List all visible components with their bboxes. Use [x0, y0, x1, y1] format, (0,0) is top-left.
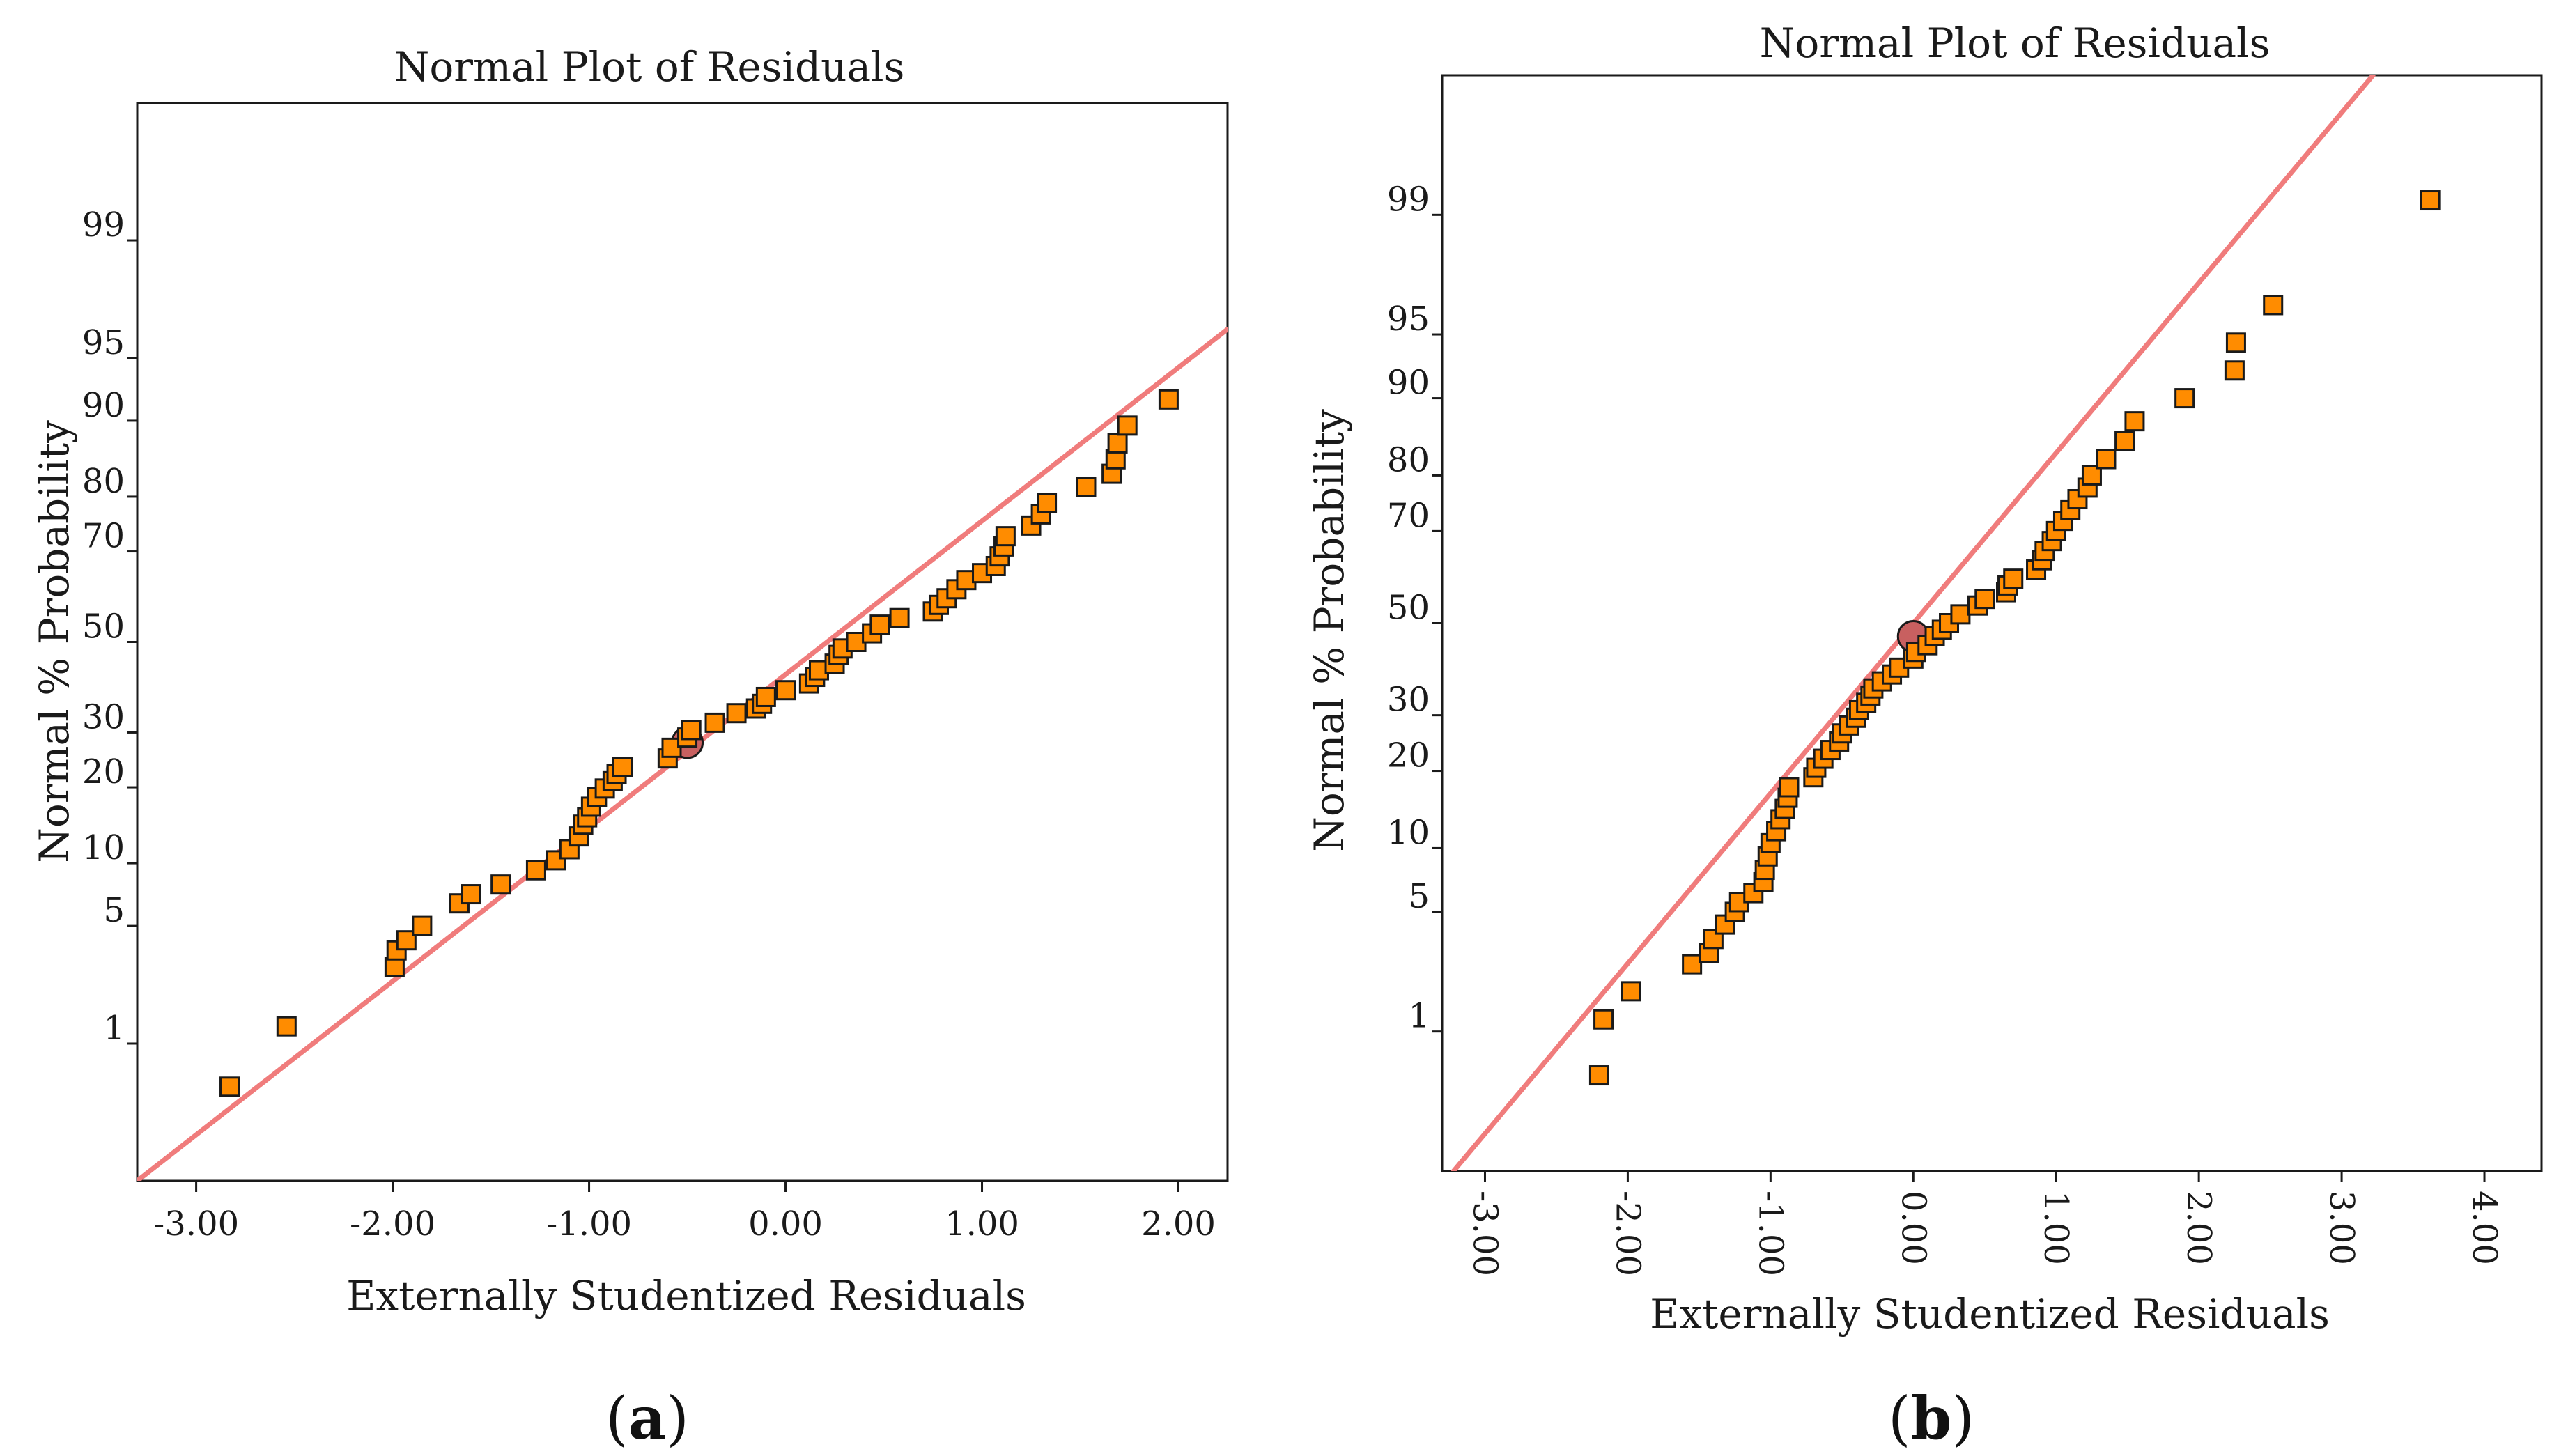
y-axis-label: Normal % Probability — [1306, 409, 1353, 852]
y-tick-label: 80 — [1387, 440, 1430, 479]
y-tick-label: 10 — [1387, 813, 1430, 852]
y-tick-label: 1 — [103, 1009, 125, 1048]
data-point — [1158, 389, 1179, 410]
data-point — [2003, 568, 2024, 589]
y-tick-label: 90 — [82, 386, 125, 425]
data-point — [2081, 465, 2102, 486]
x-tick-label: -3.00 — [1465, 1191, 1504, 1276]
plot-area: 1 5 10 20 30 50 70 80 90 95 99 -3.00 -2.00 -1.00 0.00 1… — [82, 102, 1229, 1244]
data-point — [1117, 415, 1138, 436]
x-tick-label: -1.00 — [546, 1205, 632, 1244]
data-point — [869, 614, 890, 635]
data-point — [219, 1076, 240, 1097]
data-point — [1682, 954, 1703, 975]
data-point — [681, 720, 702, 741]
y-tick-label: 10 — [82, 828, 125, 867]
y-tick-label: 50 — [82, 607, 125, 646]
x-tick-label: -2.00 — [1608, 1191, 1647, 1276]
data-point — [276, 1016, 297, 1037]
data-point — [1728, 892, 1749, 913]
data-point — [775, 680, 796, 701]
x-tick-label: 1.00 — [2036, 1191, 2075, 1265]
plot-frame — [1441, 74, 2543, 1172]
data-point — [1779, 777, 1800, 798]
data-point — [412, 915, 433, 936]
data-point — [2114, 431, 2135, 451]
data-point — [461, 884, 481, 905]
data-point — [726, 703, 747, 724]
plot-frame — [136, 102, 1229, 1182]
x-tick-label: 2.00 — [2179, 1191, 2218, 1265]
y-axis-label: Normal % Probability — [31, 420, 78, 863]
data-point — [889, 607, 910, 628]
x-tick-label: -2.00 — [350, 1205, 435, 1244]
panel-letter: b — [1911, 1384, 1952, 1453]
data-point — [1588, 1065, 1609, 1086]
data-point — [2263, 295, 2284, 316]
data-point — [2124, 411, 2145, 432]
panel-caption: (a) — [605, 1384, 689, 1453]
x-tick-label: 4.00 — [2465, 1191, 2504, 1265]
y-tick-label: 99 — [1387, 180, 1430, 219]
x-tick-label: 3.00 — [2322, 1191, 2361, 1265]
data-layer — [1451, 75, 2441, 1171]
data-point — [995, 526, 1016, 547]
x-axis-label: Externally Studentized Residuals — [1650, 1290, 2330, 1338]
plot-area: 1 5 10 20 30 50 70 80 90 95 99 -3.00 -2.00 -1.00 0.00 1… — [1387, 74, 2543, 1276]
y-tick-label: 30 — [1387, 681, 1430, 720]
data-point — [525, 860, 546, 881]
data-point — [2174, 388, 2195, 409]
panel-a: Normal Plot of Residuals 1 5 10 20 30 50 70 80 9… — [31, 43, 1229, 1453]
data-point — [1076, 477, 1097, 497]
data-point — [1950, 604, 1971, 625]
data-point — [704, 712, 725, 733]
y-tick-label: 80 — [82, 462, 125, 501]
data-layer — [137, 326, 1228, 1181]
y-tick-label: 20 — [1387, 736, 1430, 775]
y-tick-label: 5 — [103, 891, 125, 930]
data-point — [612, 757, 633, 777]
x-tick-label: 0.00 — [748, 1205, 823, 1244]
y-tick-label: 50 — [1387, 589, 1430, 628]
data-point — [2224, 360, 2245, 381]
panel-caption: (b) — [1888, 1384, 1974, 1453]
data-point — [1037, 493, 1058, 513]
data-point — [396, 930, 417, 951]
x-tick-label: 2.00 — [1141, 1205, 1216, 1244]
y-tick-label: 1 — [1408, 997, 1430, 1036]
y-tick-label: 90 — [1387, 364, 1430, 403]
data-point — [2225, 332, 2246, 353]
data-point — [1974, 589, 1995, 610]
x-tick-label: 0.00 — [1894, 1191, 1933, 1265]
y-tick-label: 95 — [82, 323, 125, 362]
chart-title: Normal Plot of Residuals — [394, 43, 905, 91]
x-tick-label: 1.00 — [945, 1205, 1019, 1244]
y-tick-label: 5 — [1408, 877, 1430, 916]
panel-letter: a — [628, 1384, 666, 1453]
y-tick-label: 20 — [82, 752, 125, 791]
y-tick-label: 95 — [1387, 300, 1430, 339]
panel-b: Normal Plot of Residuals 1 5 10 20 30 50 70 80 9… — [1306, 20, 2543, 1453]
x-axis-label: Externally Studentized Residuals — [346, 1272, 1026, 1319]
data-point — [1107, 433, 1128, 454]
chart-title: Normal Plot of Residuals — [1760, 20, 2271, 67]
x-tick-label: -1.00 — [1751, 1191, 1790, 1276]
data-point — [490, 874, 511, 895]
data-point — [2420, 190, 2441, 211]
y-tick-label: 70 — [82, 517, 125, 556]
data-point — [1593, 1009, 1614, 1030]
y-tick-label: 30 — [82, 697, 125, 736]
x-tick-label: -3.00 — [153, 1205, 239, 1244]
y-tick-label: 99 — [82, 206, 125, 245]
data-point — [755, 686, 776, 707]
data-point — [1621, 981, 1641, 1002]
data-point — [2096, 449, 2117, 470]
y-tick-label: 70 — [1387, 496, 1430, 535]
